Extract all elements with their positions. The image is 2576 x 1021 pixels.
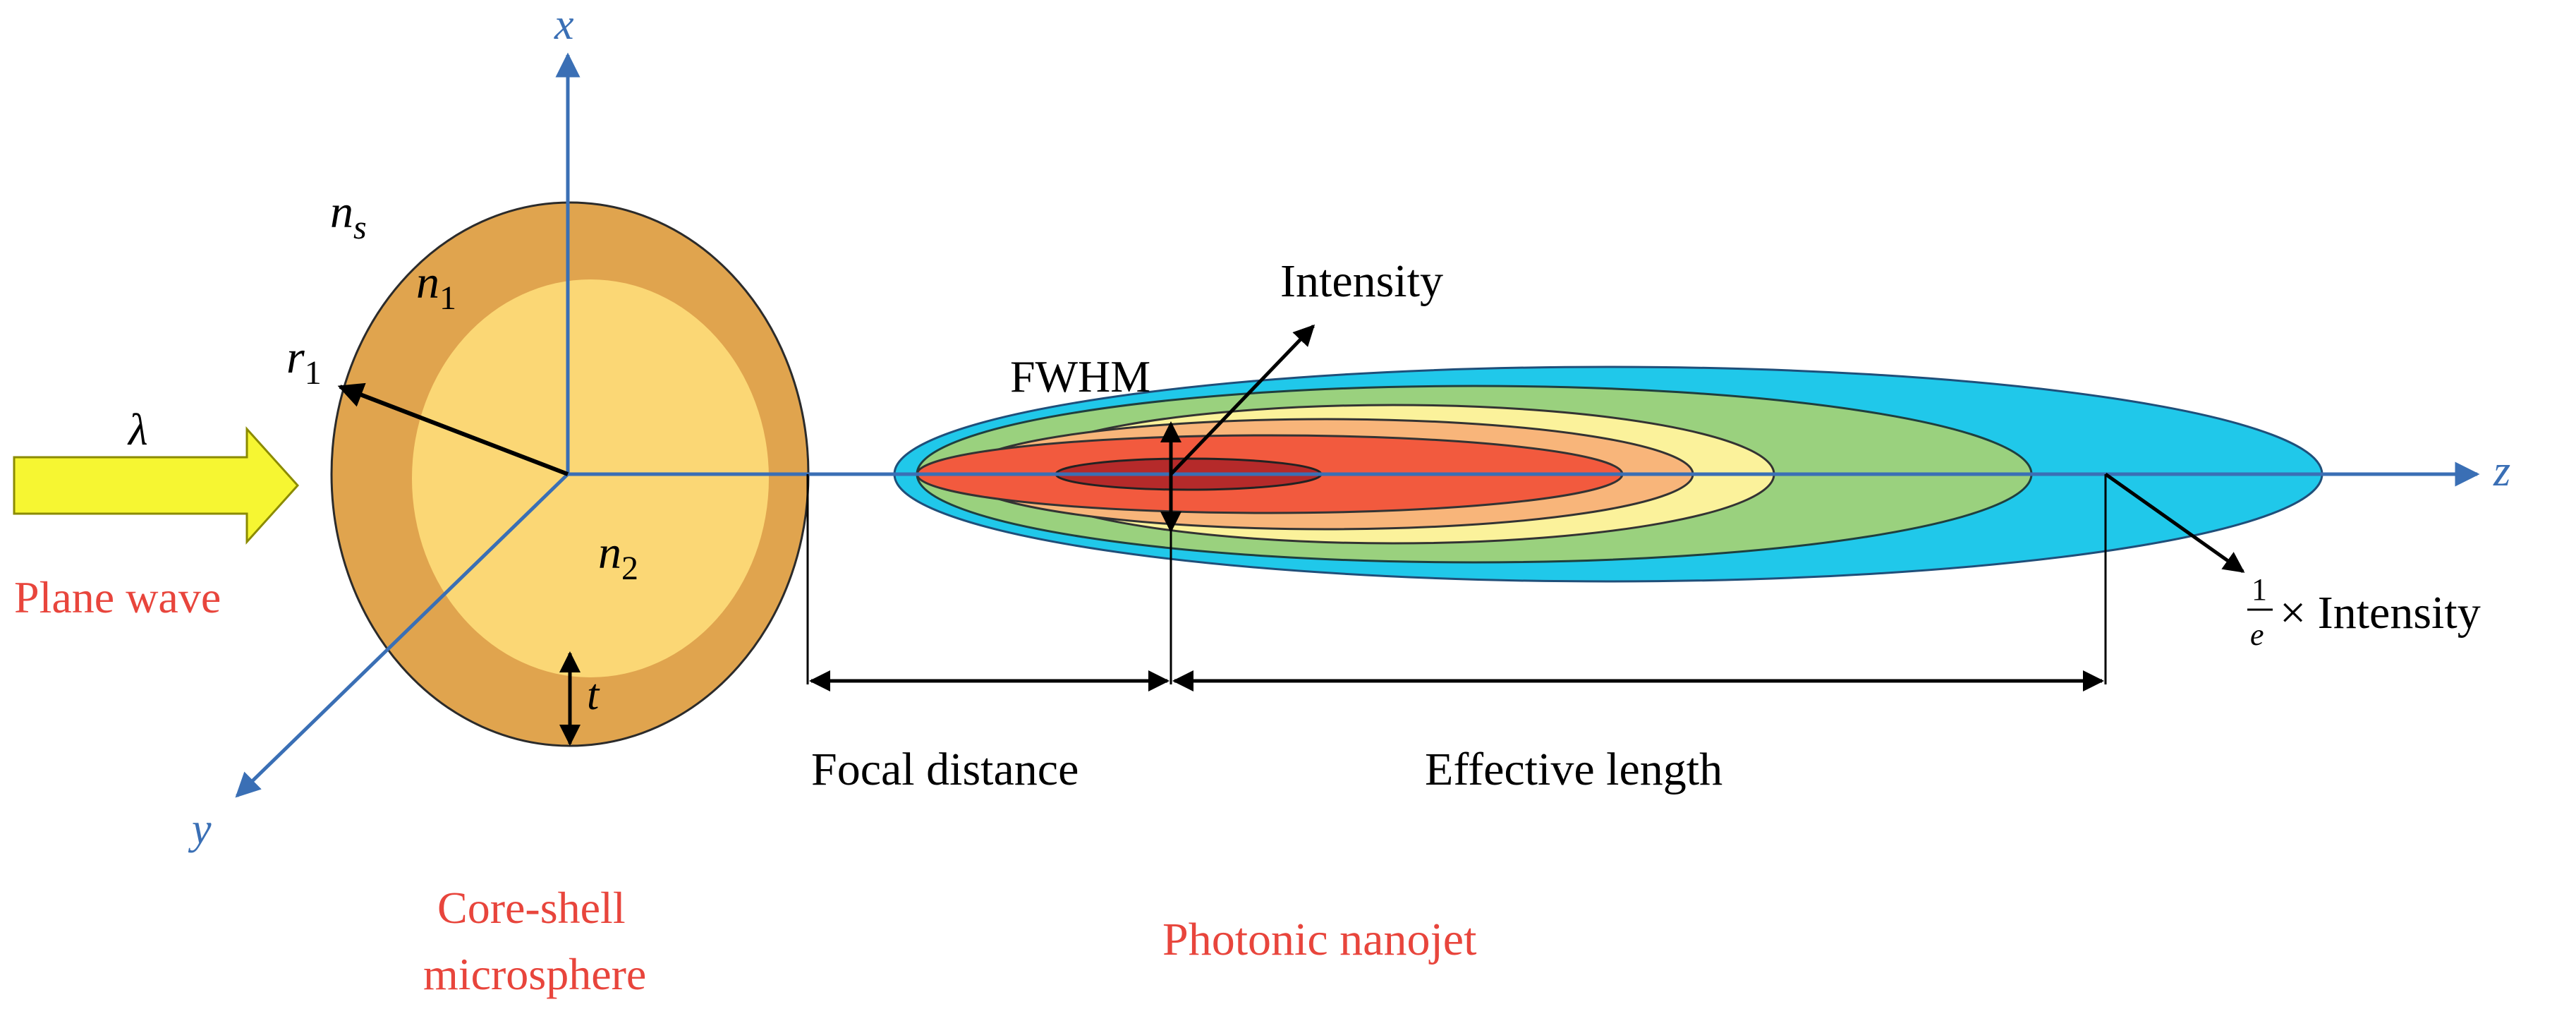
e-intensity-label: 1 e × Intensity — [2247, 572, 2481, 652]
n1-label: n1 — [416, 257, 456, 317]
e-intensity-pointer — [2104, 472, 2245, 574]
effective-length-label: Effective length — [1425, 744, 1723, 795]
nanojet-caption: Photonic nanojet — [1162, 914, 1476, 965]
core — [412, 279, 769, 677]
microsphere-caption-line1: Core-shell — [437, 883, 626, 933]
fraction-denominator: e — [2250, 617, 2264, 652]
microsphere-caption-line2: microsphere — [423, 949, 646, 999]
x-axis-label: x — [554, 1, 574, 49]
focal-distance-label: Focal distance — [811, 744, 1079, 795]
plane-wave-arrow — [13, 426, 300, 545]
plane-wave-label: Plane wave — [14, 572, 221, 622]
z-axis-label: z — [2493, 447, 2510, 495]
thickness-label: t — [587, 671, 600, 719]
y-axis-label: y — [188, 805, 212, 853]
coordinate-axes — [235, 52, 2480, 798]
intensity-label: Intensity — [1280, 255, 1443, 307]
n-s-label: ns — [330, 186, 367, 246]
times-intensity-text: × Intensity — [2280, 587, 2481, 639]
radius-arrow — [337, 382, 569, 476]
fraction-numerator: 1 — [2252, 572, 2267, 607]
intensity-pointer — [1169, 324, 1316, 476]
r1-label: r1 — [286, 332, 322, 392]
wavelength-label: λ — [127, 404, 148, 454]
fwhm-label: FWHM — [1010, 351, 1150, 401]
nanojet-measurements — [806, 324, 2245, 691]
y-axis-line — [235, 473, 569, 798]
n2-label: n2 — [598, 527, 638, 587]
